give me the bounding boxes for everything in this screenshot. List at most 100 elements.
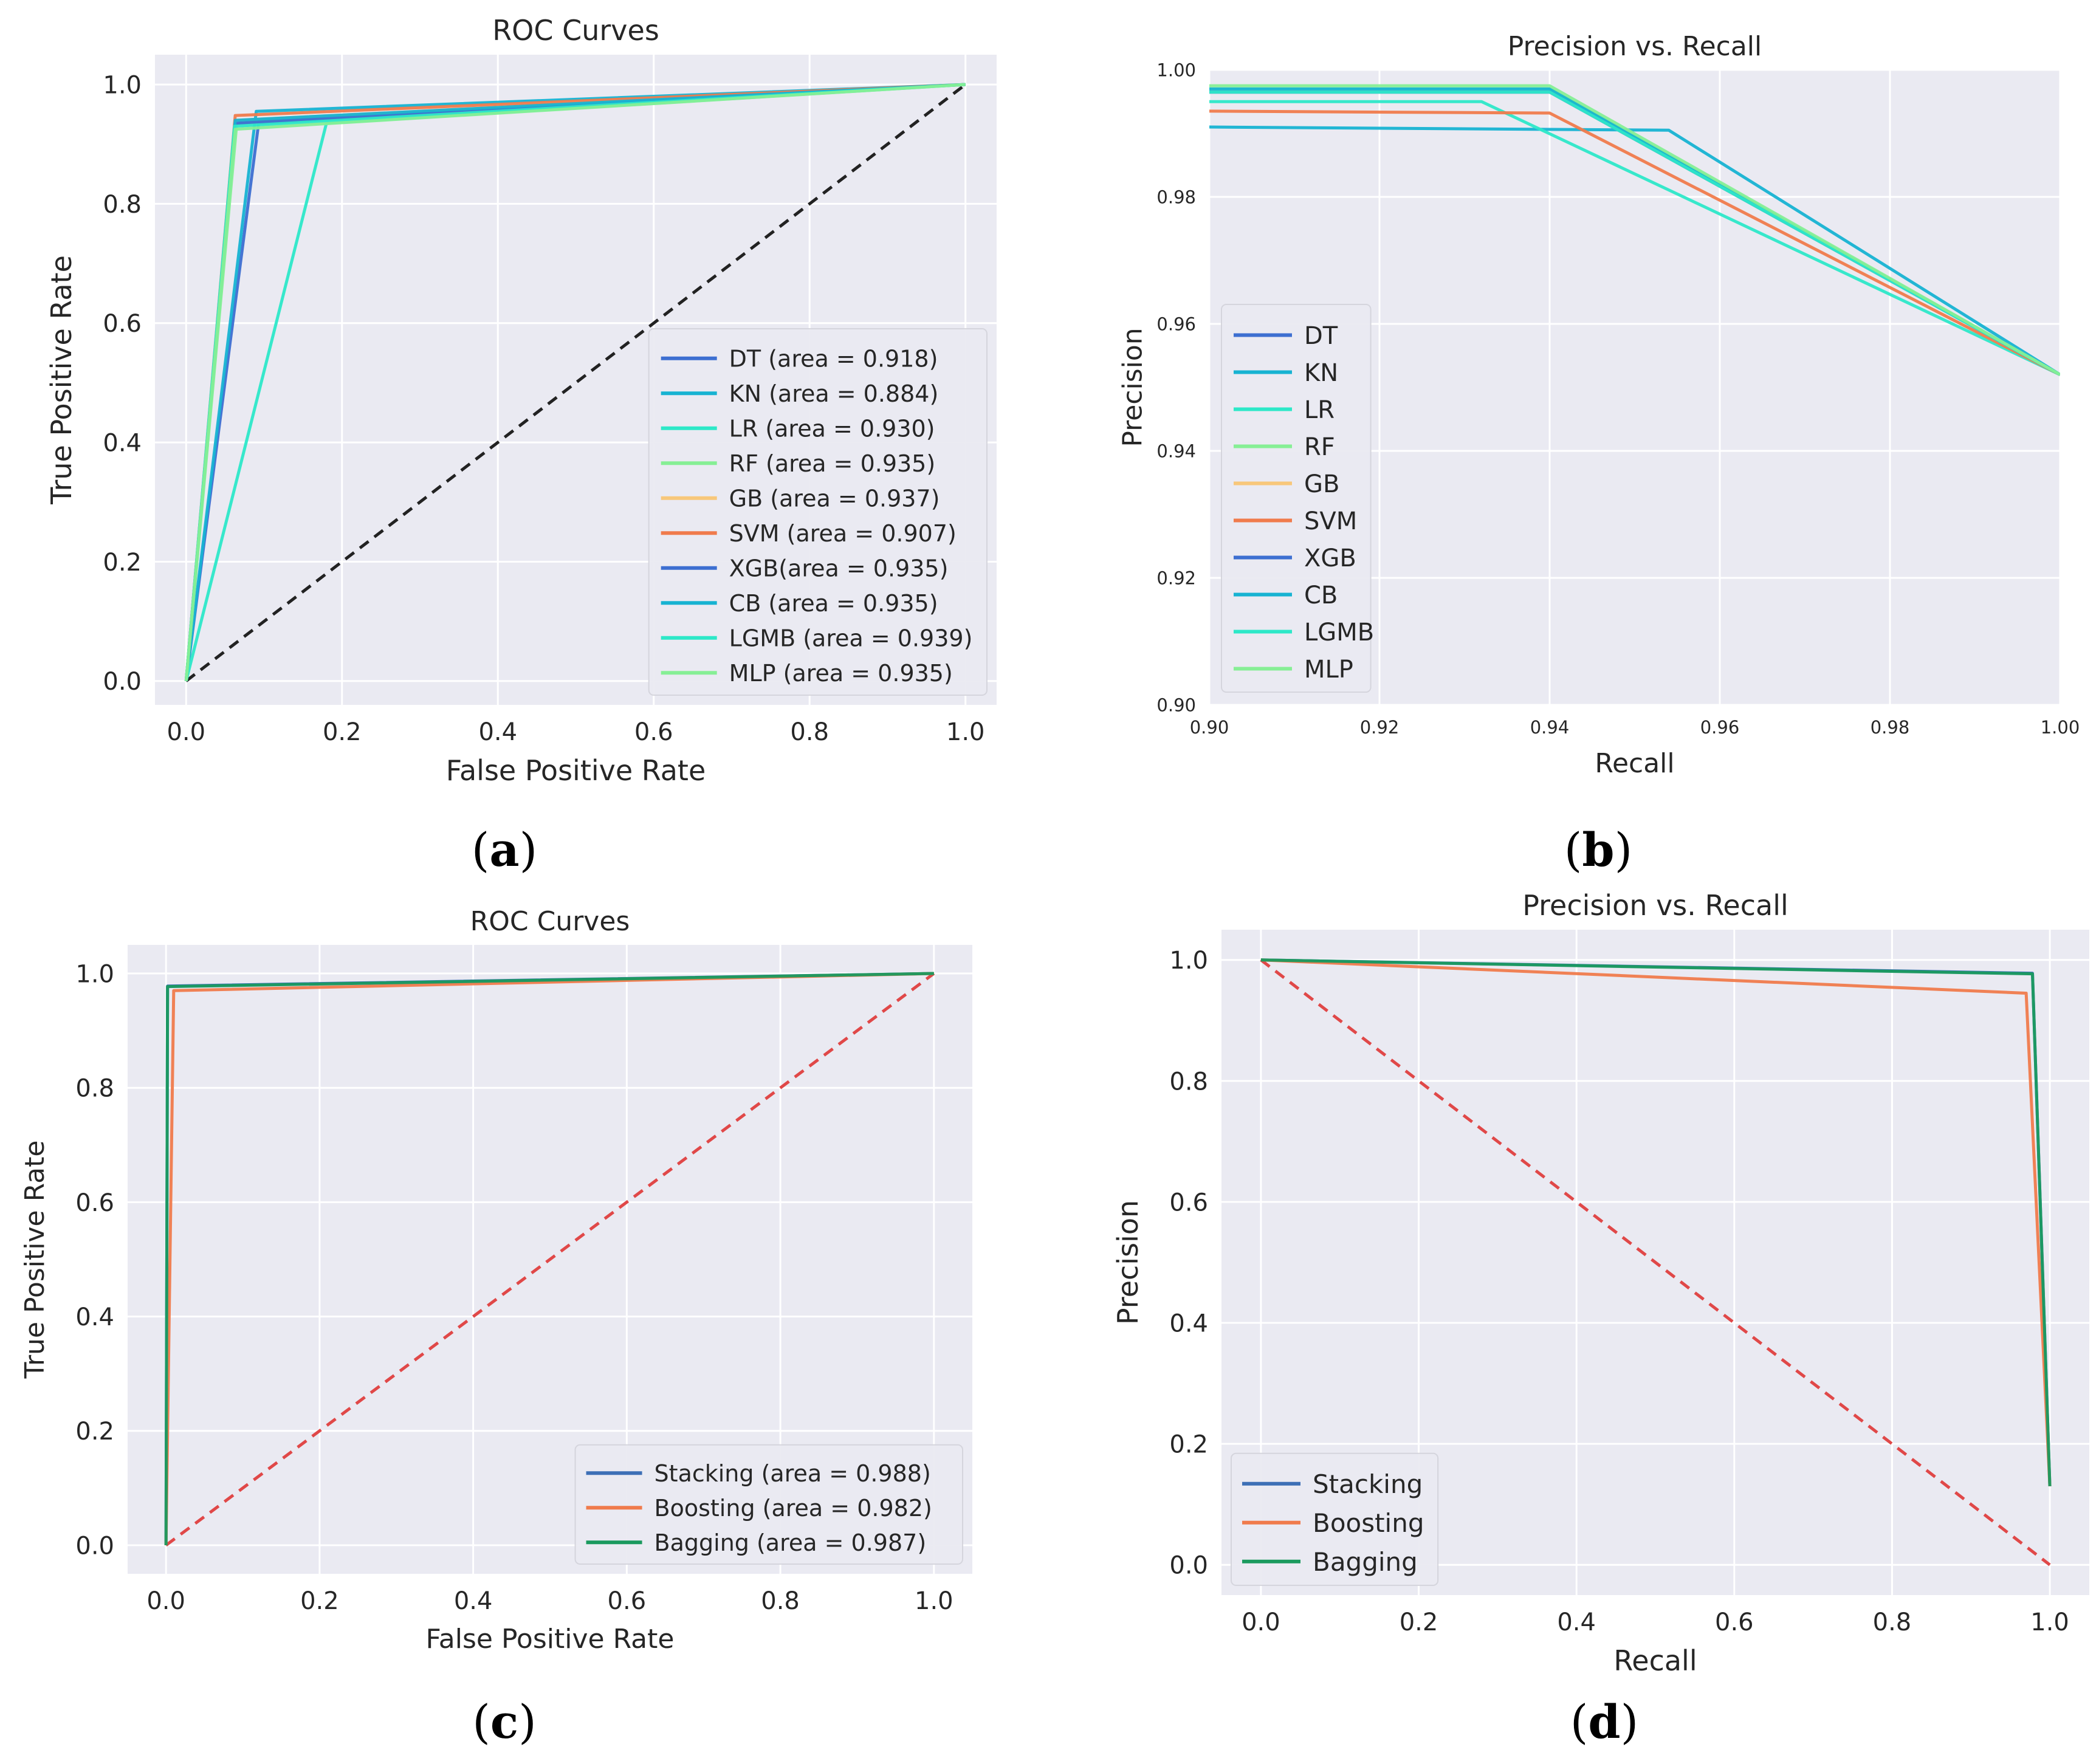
legend-label: Stacking (area = 0.988): [654, 1460, 931, 1487]
series-line-mlp: [1209, 84, 2060, 376]
legend-label: XGB(area = 0.935): [729, 555, 949, 582]
x-tick-label: 0.94: [1530, 717, 1570, 738]
series-layer: [164, 972, 935, 1546]
legend-box: [648, 328, 988, 696]
legend-label: RF (area = 0.935): [729, 450, 936, 477]
legend: DT (area = 0.918) KN (area = 0.884) LR (ar…: [648, 328, 988, 696]
x-tick-label: 0.6: [608, 1587, 647, 1615]
series-layer: [1260, 958, 2052, 1567]
x-tick-label: 0.0: [1242, 1608, 1280, 1636]
x-axis-label: Recall: [1613, 1644, 1697, 1677]
x-tick-label: 0.2: [300, 1587, 339, 1615]
x-tick-label: 0.8: [761, 1587, 800, 1615]
series-line-bagging: [1260, 958, 2052, 1486]
x-tick-label: 1.0: [2030, 1608, 2069, 1636]
x-tick-label: 0.4: [478, 718, 517, 746]
series-line-lr: [1209, 100, 2060, 376]
chart-1: 0.0 0.2 0.4 0.6 0.8 1.0 0.0 0.2 0.4 0.6 0.8 1.0 ROC …: [45, 14, 997, 787]
legend-label: LR: [1304, 396, 1335, 424]
legend-label: LR (area = 0.930): [729, 415, 935, 442]
legend-box: [574, 1444, 963, 1565]
panel-label-a: (a): [472, 823, 538, 877]
y-tick-label: 0.2: [1169, 1431, 1208, 1459]
legend-label: GB (area = 0.937): [729, 485, 940, 512]
y-tick-label: 0.8: [1169, 1068, 1208, 1096]
legend-label: LGMB: [1304, 619, 1374, 647]
legend-label: KN (area = 0.884): [729, 380, 939, 407]
y-axis-label: True Positive Rate: [45, 255, 78, 505]
series-line-mlp-area-0-935: [184, 83, 966, 681]
y-tick-label: 0.2: [75, 1418, 114, 1446]
legend-box: [1231, 1452, 1439, 1587]
x-tick-label: 0.2: [323, 718, 362, 746]
x-axis-label: False Positive Rate: [426, 1624, 675, 1655]
y-tick-label: 0.8: [75, 1075, 114, 1103]
chart-4: 0.0 0.2 0.4 0.6 0.8 1.0 0.0 0.2 0.4 0.6 0.8 1.0 Prec…: [1111, 889, 2089, 1677]
x-tick-label: 0.90: [1190, 717, 1229, 738]
x-tick-label: 0.92: [1360, 717, 1400, 738]
legend-label: Bagging: [1313, 1547, 1418, 1577]
legend: Stacking (area = 0.988) Boosting (area = …: [574, 1444, 963, 1565]
x-tick-label: 0.0: [146, 1587, 185, 1615]
panel-label-d: (d): [1570, 1695, 1638, 1749]
chart-title: Precision vs. Recall: [1508, 31, 1762, 62]
x-tick-label: 0.8: [1873, 1608, 1912, 1636]
y-tick-label: 0.96: [1156, 314, 1196, 334]
legend-label: LGMB (area = 0.939): [729, 625, 973, 651]
legend-label: XGB: [1304, 544, 1356, 572]
y-tick-label: 0.94: [1156, 441, 1196, 461]
reference-line: [1260, 958, 2051, 1567]
charts-layer: 0.0 0.2 0.4 0.6 0.8 1.0 0.0 0.2 0.4 0.6 0.8 1.0 ROC …: [19, 14, 2089, 1677]
legend-label: Stacking: [1313, 1469, 1423, 1499]
x-tick-label: 0.4: [1557, 1608, 1596, 1636]
y-tick-label: 0.4: [1169, 1309, 1208, 1337]
legend-label: KN: [1304, 359, 1338, 387]
x-axis-label: False Positive Rate: [446, 754, 706, 787]
chart-3: 0.0 0.2 0.4 0.6 0.8 1.0 0.0 0.2 0.4 0.6 0.8 1.0 ROC …: [19, 906, 972, 1655]
x-tick-label: 0.96: [1700, 717, 1740, 738]
chart-title: Precision vs. Recall: [1522, 889, 1788, 922]
chart-title: ROC Curves: [470, 906, 630, 937]
y-tick-label: 0.98: [1156, 187, 1196, 207]
x-tick-label: 0.98: [1871, 717, 1910, 738]
series-layer: [1209, 84, 2060, 376]
y-tick-label: 1.0: [103, 71, 142, 99]
legend-label: MLP: [1304, 656, 1353, 684]
legend-label: DT (area = 0.918): [729, 345, 938, 372]
y-tick-label: 1.00: [1156, 60, 1196, 80]
y-tick-label: 0.4: [75, 1303, 114, 1331]
y-tick-label: 0.90: [1156, 695, 1196, 715]
series-line-lgmb: [1209, 91, 2060, 376]
legend-label: SVM (area = 0.907): [729, 520, 957, 547]
legend-label: CB (area = 0.935): [729, 590, 938, 617]
legend-label: RF: [1304, 433, 1335, 461]
y-axis-label: True Positive Rate: [19, 1141, 50, 1379]
x-tick-label: 0.0: [167, 718, 205, 746]
series-line-boosting: [1260, 958, 2052, 1486]
y-tick-label: 1.0: [1169, 947, 1208, 975]
legend-label: Boosting (area = 0.982): [654, 1495, 932, 1522]
chart-2: 0.90 0.92 0.94 0.96 0.98 1.00 0.90 0.92 0.94 0.96…: [1117, 31, 2080, 779]
panel-labels-layer: (a) (b) (c) (d): [472, 823, 1639, 1749]
series-line-bagging-area-0-987: [164, 972, 934, 1545]
y-tick-label: 0.92: [1156, 568, 1196, 588]
series-line-svm: [1209, 109, 2060, 376]
y-tick-label: 0.6: [1169, 1189, 1208, 1217]
y-tick-label: 0.6: [75, 1189, 114, 1217]
legend-label: GB: [1304, 470, 1339, 498]
chart-title: ROC Curves: [492, 14, 659, 47]
y-tick-label: 1.0: [75, 960, 114, 988]
legend-label: MLP (area = 0.935): [729, 660, 953, 687]
legend-label: CB: [1304, 582, 1338, 609]
legend-label: Bagging (area = 0.987): [654, 1529, 927, 1556]
y-tick-label: 0.2: [103, 549, 142, 577]
x-tick-label: 0.2: [1400, 1608, 1438, 1636]
y-axis-label: Precision: [1117, 328, 1148, 447]
y-tick-label: 0.0: [103, 668, 142, 696]
x-tick-label: 0.8: [790, 718, 829, 746]
legend-label: SVM: [1304, 507, 1357, 535]
y-tick-label: 0.0: [75, 1532, 114, 1560]
x-tick-label: 0.6: [1715, 1608, 1754, 1636]
y-axis-label: Precision: [1111, 1200, 1144, 1325]
